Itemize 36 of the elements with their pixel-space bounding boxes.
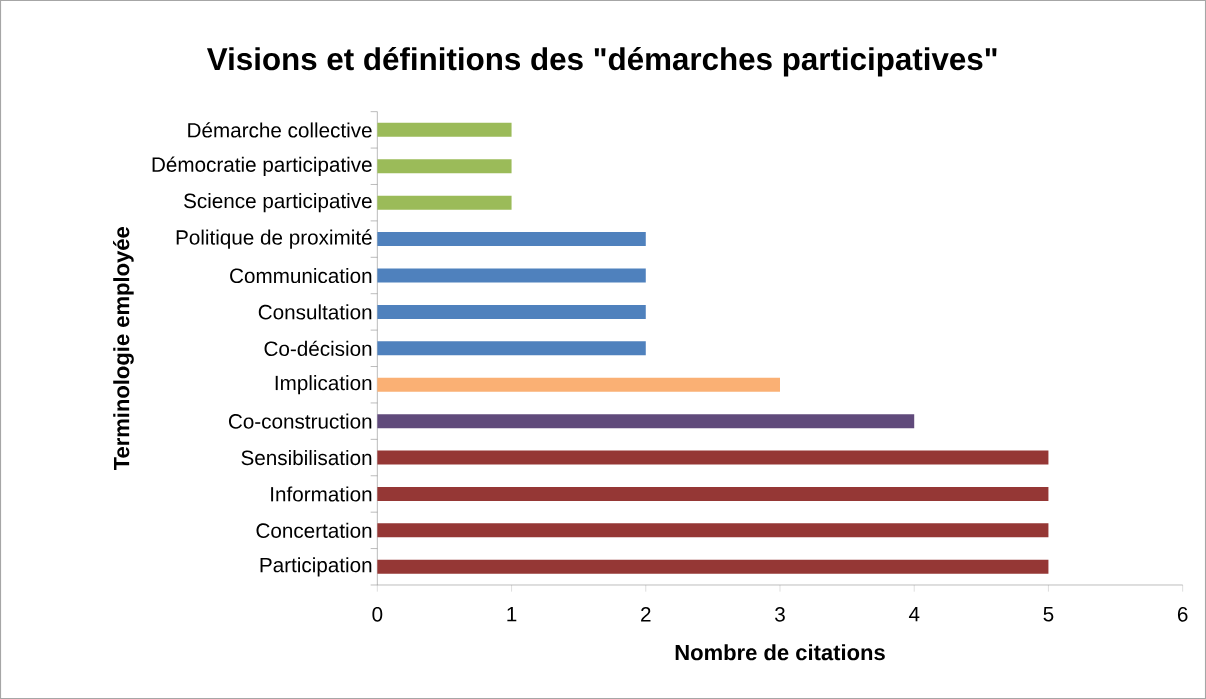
bar <box>377 450 1049 465</box>
bar <box>377 122 512 137</box>
y-tick-label: Science participative <box>184 193 372 213</box>
y-tick-label: Consultation <box>258 304 372 320</box>
y-axis-title: Terminologie employée <box>112 227 134 471</box>
chart-title: Visions et définitions des "démarches participatives" <box>206 46 997 77</box>
x-tick-label: 6 <box>1177 607 1188 622</box>
y-tick-label: Implication <box>275 375 372 395</box>
bar <box>377 559 1049 574</box>
bar <box>377 341 646 356</box>
y-tick-label: Concertation <box>256 522 372 538</box>
x-tick-label: 4 <box>908 607 920 622</box>
y-tick-label: Sensibilisation <box>241 449 372 466</box>
bar <box>377 486 1049 501</box>
x-tick-label: 1 <box>507 607 517 622</box>
bar <box>377 377 780 392</box>
bar <box>377 414 915 429</box>
bar <box>377 159 512 174</box>
x-tick-label: 3 <box>775 607 785 622</box>
y-tick-label: Information <box>271 486 372 502</box>
bar <box>377 195 512 210</box>
x-axis-title: Nombre de citations <box>675 644 885 661</box>
y-tick-label: Démocratie participative <box>152 156 372 177</box>
y-tick-label: Participation <box>260 557 372 577</box>
x-tick-label: 0 <box>372 607 383 622</box>
y-tick-label: Communication <box>230 267 372 284</box>
y-tick-label: Démarche collective <box>188 122 372 138</box>
x-tick-label: 5 <box>1043 607 1054 622</box>
bar <box>377 304 646 319</box>
bar <box>377 523 1049 538</box>
bar <box>377 268 646 283</box>
x-tick-label: 2 <box>641 607 651 622</box>
bar <box>377 232 646 247</box>
y-tick-label: Co-décision <box>264 340 372 357</box>
y-tick-label: Co-construction <box>228 413 372 429</box>
y-tick-label: Politique de proximité <box>176 229 372 249</box>
